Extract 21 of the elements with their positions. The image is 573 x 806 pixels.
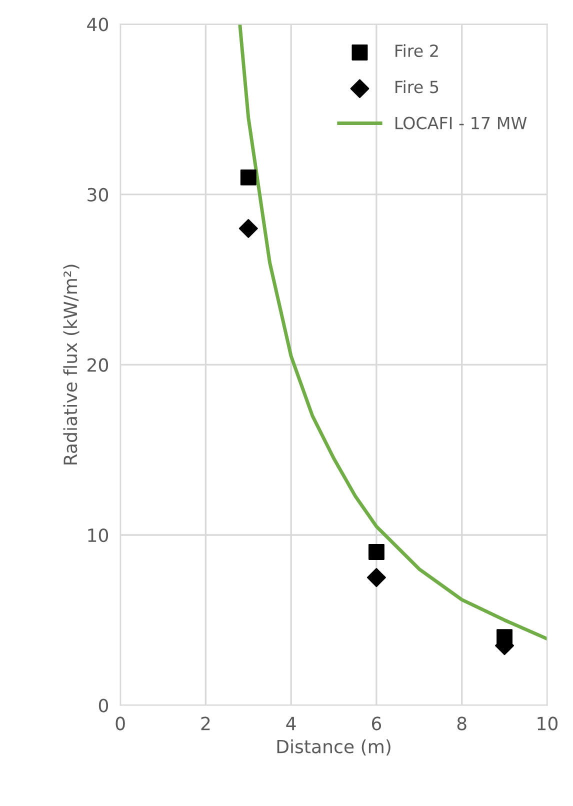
x-axis-title: Distance (m) xyxy=(277,739,390,756)
x-tick-label: 6 xyxy=(372,716,382,730)
x-tick-label: 2 xyxy=(201,716,210,730)
point xyxy=(368,544,384,560)
y-tick-label: 20 xyxy=(88,358,108,372)
line-series xyxy=(238,24,548,641)
y-tick-label: 10 xyxy=(88,528,108,542)
x-tick-label: 8 xyxy=(457,716,466,730)
x-tick-label: 10 xyxy=(538,716,558,730)
y-tick-label: 40 xyxy=(87,18,108,32)
point xyxy=(238,219,258,238)
x-tick-label: 4 xyxy=(286,716,296,730)
point xyxy=(366,568,386,588)
legend-label: Fire 5 xyxy=(396,80,438,94)
legend-label: LOCAFI - 17 MW xyxy=(396,116,527,130)
y-axis-title: Radiative flux (kW/m²) xyxy=(63,264,80,464)
point xyxy=(240,169,256,186)
x-tick-label: 0 xyxy=(116,716,125,730)
y-tick-label: 0 xyxy=(98,698,108,712)
y-tick-label: 30 xyxy=(88,188,108,202)
legend-label: Fire 2 xyxy=(396,44,438,58)
